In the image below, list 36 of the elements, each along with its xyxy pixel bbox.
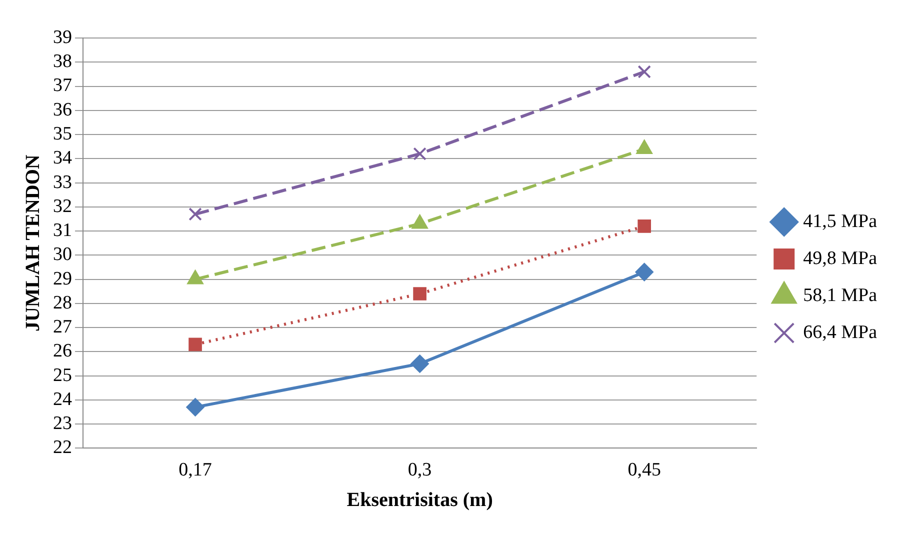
legend-label: 41,5 MPa	[803, 210, 878, 232]
point	[186, 398, 204, 416]
x-tick-label: 0,45	[628, 460, 661, 481]
y-tick-label: 23	[53, 413, 72, 434]
y-tick-label: 31	[53, 220, 72, 242]
point	[410, 354, 429, 373]
point	[188, 207, 202, 221]
y-tick-label: 37	[53, 75, 72, 96]
point	[638, 220, 651, 233]
y-tick-label: 27	[53, 316, 72, 338]
y-tick-label: 36	[53, 99, 72, 120]
x-tick-label: 0,3	[408, 460, 432, 481]
point	[188, 338, 202, 352]
y-axis-title: JUMLAH TENDON	[22, 154, 44, 332]
y-tick-label: 35	[53, 124, 72, 144]
y-tick-label: 30	[53, 244, 72, 266]
legend-label: 58,1 MPa	[803, 284, 878, 306]
y-tick-label: 24	[53, 388, 72, 410]
legend-label: 49,8 MPa	[803, 248, 878, 269]
point	[413, 147, 426, 160]
point	[638, 65, 651, 78]
y-tick-label: 22	[53, 437, 72, 458]
y-tick-label: 25	[53, 364, 72, 386]
legend-label: 66,4 MPa	[803, 322, 878, 343]
point	[635, 263, 654, 282]
y-tick-label: 32	[53, 196, 72, 217]
y-tick-label: 34	[53, 148, 72, 169]
y-tick-label: 33	[53, 172, 72, 193]
y-tick-label: 28	[53, 292, 72, 314]
x-tick-label: 0,17	[178, 460, 212, 481]
y-tick-label: 39	[53, 26, 72, 48]
point	[413, 287, 426, 300]
y-tick-label: 38	[53, 51, 72, 72]
x-axis-title: Eksentrisitas (m)	[346, 489, 493, 512]
y-tick-label: 29	[53, 268, 72, 290]
y-tick-label: 26	[53, 340, 72, 362]
